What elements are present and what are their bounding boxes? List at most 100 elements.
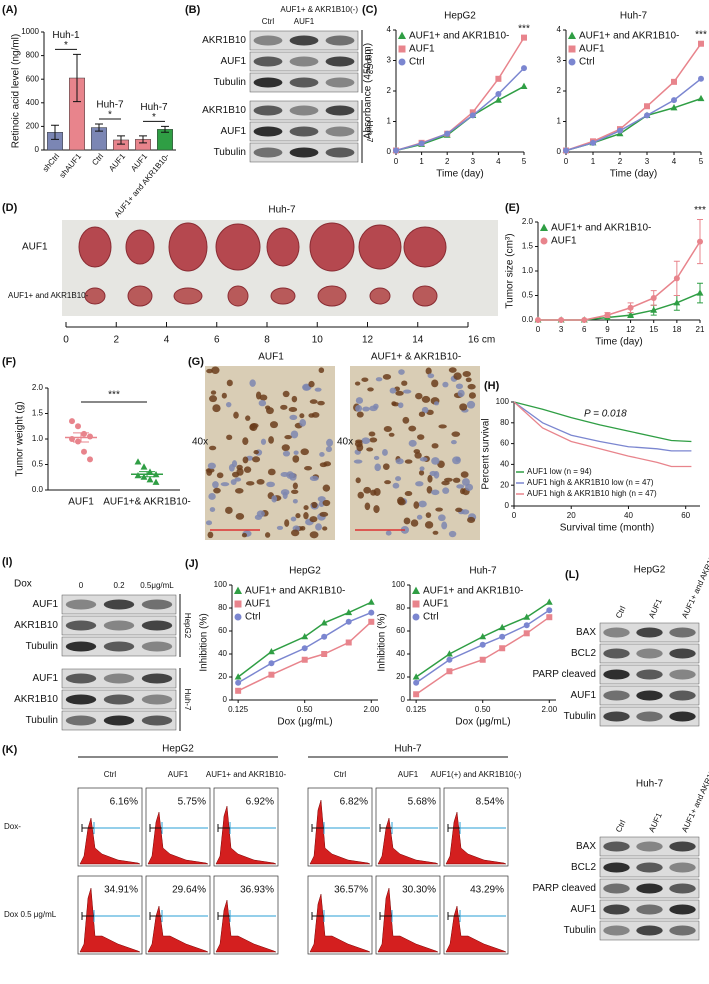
- image-title: AUF1+ & AKR1B10-: [371, 352, 461, 363]
- x-tick-label: 0: [564, 157, 569, 166]
- panel-label: (D): [2, 202, 18, 214]
- band: [603, 627, 630, 638]
- data-point: [644, 103, 650, 110]
- legend-marker: [398, 58, 406, 66]
- chart-title: Huh-7: [469, 566, 497, 577]
- nucleus: [269, 421, 278, 429]
- percentage: 29.64%: [172, 885, 206, 896]
- band: [253, 105, 283, 116]
- y-axis-label: Absorbance (450 nm): [363, 43, 374, 139]
- error-bar: [117, 135, 125, 145]
- column-label: 0: [79, 581, 84, 590]
- panel-label: (J): [185, 558, 199, 570]
- data-point: [445, 650, 453, 657]
- data-point: [81, 430, 87, 437]
- x-tick-label: 0.125: [406, 705, 427, 714]
- series-line: [237, 621, 372, 692]
- data-point: [546, 614, 553, 621]
- nucleus: [408, 439, 417, 447]
- y-tick-label: 4: [557, 25, 562, 34]
- row-label: AKR1B10: [202, 105, 246, 116]
- histogram: [147, 811, 209, 865]
- y-tick-label: 20: [396, 672, 405, 681]
- legend-label: AUF1 high & AKR1B10 high (n = 47): [527, 489, 657, 498]
- nucleus: [233, 411, 239, 419]
- band: [141, 673, 173, 684]
- y-axis-label: Tumor weight (g): [15, 401, 26, 476]
- data-point: [671, 97, 677, 104]
- survival-curve: [513, 401, 692, 468]
- data-point: [670, 104, 678, 111]
- x-tick-label: 2.00: [541, 705, 557, 714]
- y-tick-label: 1.0: [522, 266, 534, 275]
- nucleus: [357, 491, 364, 499]
- nucleus: [466, 400, 476, 409]
- annotation: ***: [694, 205, 706, 216]
- nucleus: [317, 496, 326, 502]
- annotation: ***: [108, 390, 120, 401]
- band: [65, 673, 97, 684]
- data-point: [134, 458, 142, 465]
- legend-label: AUF1 low (n = 94): [527, 467, 592, 476]
- legend-marker: [233, 586, 243, 594]
- y-tick-label: 100: [214, 580, 228, 589]
- nucleus: [242, 437, 249, 446]
- nucleus: [369, 437, 378, 443]
- column-label: AUF1: [647, 597, 664, 620]
- annotation: ***: [518, 23, 530, 34]
- band: [603, 925, 630, 936]
- legend-marker: [540, 237, 548, 245]
- ruler-label: 4: [164, 335, 170, 346]
- nucleus: [289, 414, 298, 421]
- nucleus: [355, 404, 363, 412]
- x-tick-label: 6: [582, 325, 587, 334]
- data-point: [446, 656, 453, 663]
- nucleus: [417, 434, 425, 440]
- nucleus: [361, 437, 371, 445]
- data-point: [413, 679, 420, 686]
- band: [669, 925, 696, 936]
- nucleus: [292, 482, 298, 490]
- band: [289, 77, 319, 88]
- x-tick-label: 3: [471, 157, 476, 166]
- row-label: PARP cleaved: [532, 883, 596, 894]
- legend-label: AUF1 high & AKR1B10 low (n = 47): [527, 478, 654, 487]
- x-tick-label: 2: [445, 157, 450, 166]
- ihc-image: [205, 366, 335, 540]
- nucleus: [300, 448, 309, 456]
- histogram: [79, 887, 141, 953]
- data-point: [673, 275, 680, 282]
- tumor: [412, 285, 438, 307]
- data-point: [301, 656, 308, 663]
- panel-label: (C): [362, 4, 378, 16]
- nucleus: [431, 379, 439, 388]
- y-tick-label: 60: [218, 626, 227, 635]
- tumor: [125, 229, 155, 265]
- nucleus: [226, 379, 233, 387]
- band: [141, 641, 173, 652]
- band: [289, 35, 319, 46]
- percentage: 6.92%: [246, 797, 274, 808]
- y-axis-label: Inhibition (%): [377, 613, 388, 671]
- nucleus: [397, 498, 406, 506]
- nucleus: [311, 501, 318, 509]
- x-tick-label: 40: [624, 511, 633, 520]
- data-point: [604, 312, 611, 319]
- nucleus: [318, 367, 325, 374]
- nucleus: [384, 480, 392, 485]
- cell-line: Huh-7: [636, 779, 664, 790]
- nucleus: [410, 519, 419, 527]
- data-point: [650, 306, 658, 313]
- data-point: [146, 476, 154, 483]
- x-tick-label: 4: [496, 157, 501, 166]
- nucleus: [259, 394, 268, 401]
- nucleus: [281, 444, 290, 452]
- column-label: Ctrl: [334, 770, 347, 779]
- x-tick-label: 0.50: [297, 705, 313, 714]
- data-point: [267, 647, 275, 655]
- y-axis-label: Inhibition (%): [199, 613, 210, 671]
- row-label: AUF1+ and AKR1B10-: [8, 291, 89, 300]
- data-point: [75, 438, 81, 445]
- panel-label: (E): [505, 202, 520, 214]
- significance: *: [64, 40, 68, 51]
